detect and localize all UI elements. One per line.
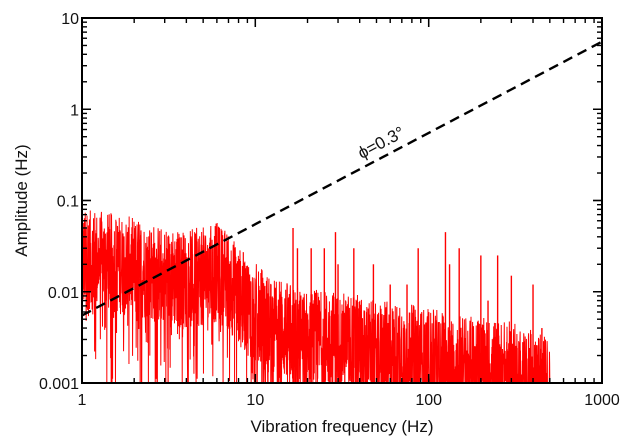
x-tick-label: 1 — [78, 392, 87, 409]
y-tick-label: 0.001 — [39, 376, 79, 393]
y-tick-labels: 0.001 0.01 0.1 1 10 — [39, 11, 79, 393]
y-tick-label: 0.1 — [57, 194, 79, 211]
y-tick-label: 0.01 — [48, 285, 79, 302]
x-tick-labels: 1 10 100 1000 — [78, 392, 620, 409]
y-tick-label: 1 — [70, 102, 79, 119]
axis-ticks — [81, 17, 603, 384]
x-axis-title: Vibration frequency (Hz) — [251, 417, 434, 436]
y-axis-title: Amplitude (Hz) — [12, 144, 31, 256]
red-spectrum-series — [81, 210, 551, 384]
x-tick-label: 100 — [415, 392, 442, 409]
y-tick-label: 10 — [61, 11, 79, 28]
x-tick-label: 1000 — [584, 392, 620, 409]
x-tick-label: 10 — [246, 392, 264, 409]
spectrum-trace — [81, 210, 551, 384]
dashed-reference-line — [81, 40, 603, 317]
